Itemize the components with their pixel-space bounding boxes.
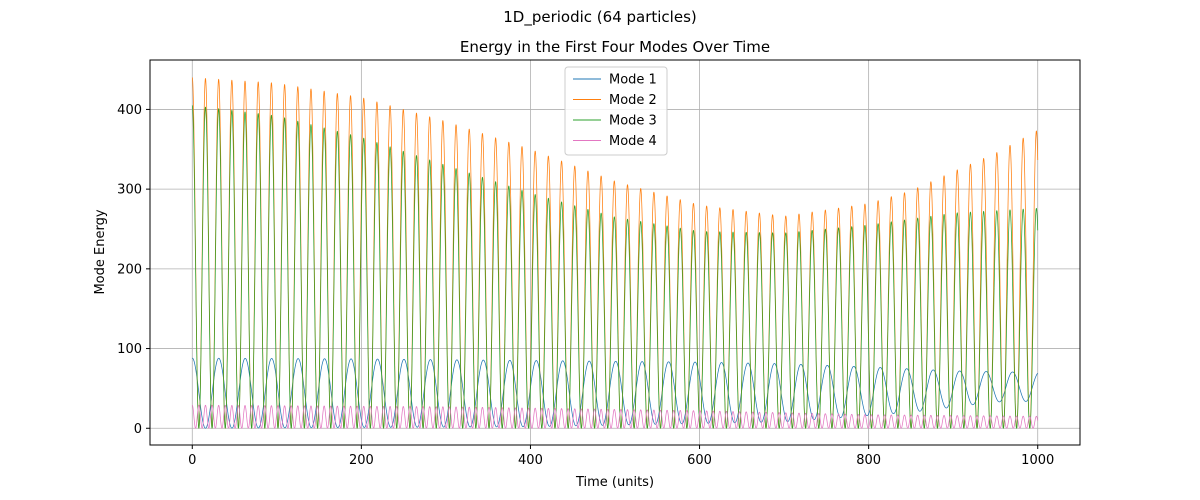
x-tick-label: 800 [856,453,881,468]
y-tick-label: 300 [117,183,142,198]
x-tick-label: 400 [518,453,543,468]
y-tick-label: 100 [117,342,142,357]
y-axis-label: Mode Energy [93,209,108,294]
axis-ticks: 0 200 400 600 800 1000 0 100 200 300 400 [117,103,1054,468]
plot-frame [149,59,1081,446]
legend-box [564,66,668,156]
x-axis-label: Time (units) [575,475,654,490]
legend-label: Mode 1 [609,73,657,88]
y-tick-label: 400 [117,103,142,118]
legend-label: Mode 4 [609,134,657,149]
x-tick-label: 0 [188,453,196,468]
legend-label: Mode 2 [609,93,657,108]
grid-lines [150,60,1080,445]
series-line-4 [192,404,1039,429]
legend: Mode 1 Mode 2 Mode 3 Mode 4 [564,66,668,156]
series-line-3 [191,105,1039,429]
x-tick-label: 200 [349,453,374,468]
y-tick-label: 200 [117,262,142,277]
y-tick-label: 0 [134,422,142,437]
legend-label: Mode 3 [609,114,657,129]
x-tick-label: 1000 [1021,453,1054,468]
x-tick-label: 600 [687,453,712,468]
figure-suptitle: 1D_periodic (64 particles) [503,8,697,27]
plot-series [191,77,1039,429]
chart-title: Energy in the First Four Modes Over Time [460,38,770,56]
